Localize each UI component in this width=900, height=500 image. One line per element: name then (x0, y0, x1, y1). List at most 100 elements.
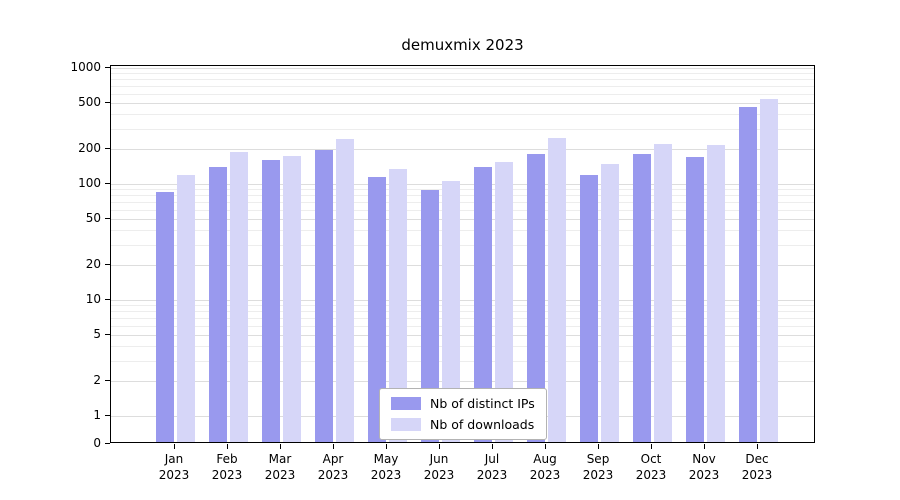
gridline-y-3 (111, 360, 814, 362)
gridline-y-200 (111, 149, 814, 151)
x-axis-label-year: 2023 (741, 468, 773, 482)
gridline-y-500 (111, 102, 814, 104)
bar-nb-of-distinct-ips-oct (632, 154, 651, 442)
x-tick-mar (280, 444, 281, 449)
y-tick-200 (105, 148, 110, 150)
bar-nb-of-downloads-sep (600, 163, 619, 442)
x-axis-label-apr: Apr 2023 (301, 451, 365, 483)
legend-swatch-downloads (391, 418, 421, 431)
bar-nb-of-downloads-feb (229, 151, 248, 442)
gridline-y-50 (111, 218, 814, 220)
x-tick-sep (598, 444, 599, 449)
gridline-y-4 (111, 346, 814, 348)
bar-nb-of-distinct-ips-jun (420, 190, 439, 442)
x-axis-label-month: Mar (268, 452, 292, 466)
x-axis-label-feb: Feb 2023 (195, 451, 259, 483)
y-tick-500 (105, 101, 110, 103)
gridline-y-900 (111, 73, 814, 75)
x-axis-label-aug: Aug 2023 (513, 451, 577, 483)
x-axis-label-month: Sep (586, 452, 610, 466)
y-axis-label-5: 5 (93, 326, 101, 341)
gridline-y-90 (111, 189, 814, 191)
x-axis-label-sep: Sep 2023 (566, 451, 630, 483)
y-tick-2 (105, 380, 110, 382)
x-axis-label-month: Jan (164, 452, 184, 466)
bar-nb-of-downloads-oct (653, 144, 672, 442)
x-axis-label-mar: Mar 2023 (248, 451, 312, 483)
gridline-y-9 (111, 305, 814, 307)
x-axis-label-month: Oct (640, 452, 662, 466)
x-axis-label-dec: Dec 2023 (725, 451, 789, 483)
y-tick-100 (105, 183, 110, 184)
x-axis-label-may: May 2023 (354, 451, 418, 483)
bar-nb-of-distinct-ips-aug (526, 154, 545, 442)
x-tick-apr (333, 444, 334, 449)
x-axis-label-year: 2023 (317, 468, 349, 482)
gridline-y-100 (111, 184, 814, 185)
x-axis-label-month: Aug (533, 452, 557, 466)
x-tick-jun (439, 444, 440, 449)
gridline-y-5 (111, 334, 814, 336)
bar-nb-of-downloads-dec (759, 99, 778, 442)
x-tick-may (386, 444, 387, 449)
bar-nb-of-distinct-ips-jul (473, 167, 492, 442)
y-axis-label-10: 10 (85, 292, 101, 306)
x-axis-label-month: Jul (484, 452, 500, 466)
x-axis-label-year: 2023 (688, 468, 720, 482)
legend-label-downloads: Nb of downloads (430, 417, 535, 432)
x-axis-label-nov: Nov 2023 (672, 451, 736, 483)
gridline-y-80 (111, 195, 814, 197)
gridline-y-30 (111, 244, 814, 246)
x-tick-nov (704, 444, 705, 449)
y-axis-label-200: 200 (78, 141, 101, 156)
legend: Nb of distinct IPs Nb of downloads (379, 388, 547, 440)
x-axis-label-month: Apr (322, 452, 344, 466)
bar-nb-of-distinct-ips-dec (738, 107, 757, 442)
bar-nb-of-downloads-may (388, 168, 407, 442)
x-tick-dec (757, 444, 758, 449)
y-tick-1000 (105, 67, 110, 68)
bar-nb-of-distinct-ips-sep (579, 174, 598, 442)
gridline-y-20 (111, 265, 814, 267)
gridline-y-10 (111, 300, 814, 301)
y-axis-label-1000: 1000 (70, 60, 101, 74)
x-axis-label-year: 2023 (582, 468, 614, 482)
legend-label-distinct-ips: Nb of distinct IPs (430, 396, 535, 411)
bar-nb-of-distinct-ips-may (367, 177, 386, 442)
gridline-y-2 (111, 381, 814, 383)
bar-nb-of-distinct-ips-apr (314, 150, 333, 442)
y-axis-label-20: 20 (85, 257, 101, 272)
x-axis-label-oct: Oct 2023 (619, 451, 683, 483)
x-tick-jan (174, 444, 175, 449)
x-axis-label-year: 2023 (635, 468, 667, 482)
bar-nb-of-distinct-ips-nov (685, 157, 704, 442)
bar-nb-of-downloads-jan (176, 174, 195, 442)
x-axis-label-year: 2023 (370, 468, 402, 482)
bar-nb-of-distinct-ips-feb (208, 167, 227, 442)
x-axis-label-month: Nov (692, 452, 716, 466)
gridline-y-800 (111, 79, 814, 81)
bar-nb-of-downloads-jul (494, 161, 513, 442)
bar-nb-of-downloads-jun (441, 180, 460, 442)
legend-swatch-distinct-ips (391, 397, 421, 410)
gridline-y-60 (111, 209, 814, 211)
gridline-y-40 (111, 230, 814, 232)
bar-nb-of-distinct-ips-mar (261, 160, 280, 442)
y-axis-label-0: 0 (93, 436, 101, 450)
x-axis-label-year: 2023 (529, 468, 561, 482)
legend-item-distinct-ips: Nb of distinct IPs (391, 396, 535, 411)
x-tick-feb (227, 444, 228, 449)
chart-title: demuxmix 2023 (401, 36, 524, 54)
x-axis-label-jun: Jun 2023 (407, 451, 471, 483)
x-axis-label-month: May (373, 452, 399, 466)
x-axis-label-month: Feb (216, 452, 238, 466)
y-axis-label-2: 2 (93, 373, 101, 388)
x-axis-label-jul: Jul 2023 (460, 451, 524, 483)
x-axis-label-year: 2023 (476, 468, 508, 482)
bar-nb-of-downloads-apr (335, 138, 354, 442)
x-axis-label-year: 2023 (211, 468, 243, 482)
gridline-y-600 (111, 93, 814, 95)
gridline-y-300 (111, 128, 814, 130)
y-tick-1 (105, 415, 110, 416)
gridline-y-6 (111, 325, 814, 327)
